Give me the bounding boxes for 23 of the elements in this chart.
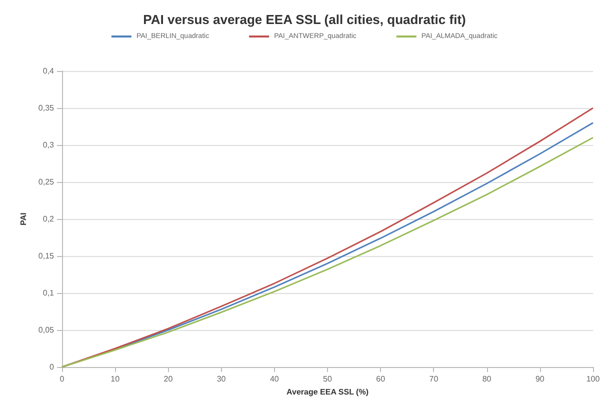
x-tick-label: 90: [535, 374, 545, 384]
x-tick-label: 60: [376, 374, 386, 384]
x-tick-label: 0: [60, 374, 65, 384]
y-tick-label: 0,3: [42, 140, 55, 150]
x-tick-label: 80: [482, 374, 492, 384]
y-axis-title: PAI: [19, 212, 28, 226]
y-tick-label: 0,25: [38, 178, 55, 186]
y-tick-label: 0,2: [42, 214, 55, 224]
y-tick-label: 0,4: [42, 66, 55, 76]
chart-title: PAI versus average EEA SSL (all cities, quadratic fit): [143, 12, 466, 27]
x-tick-label: 40: [270, 374, 280, 384]
x-tick-label: 20: [164, 374, 174, 384]
x-tick-label: 100: [586, 374, 600, 384]
x-tick-label: 70: [429, 374, 439, 384]
x-tick-label: 10: [110, 374, 120, 384]
x-axis-title: Average EEA SSL (%): [286, 387, 369, 396]
y-tick-label: 0,35: [38, 104, 55, 112]
y-tick-label: 0,1: [42, 288, 55, 298]
x-tick-label: 50: [323, 374, 332, 384]
y-tick-label: 0,15: [38, 252, 55, 260]
x-tick-label: 30: [216, 374, 226, 384]
y-tick-label: 0,05: [38, 326, 55, 334]
y-tick-label: 0: [50, 362, 55, 372]
